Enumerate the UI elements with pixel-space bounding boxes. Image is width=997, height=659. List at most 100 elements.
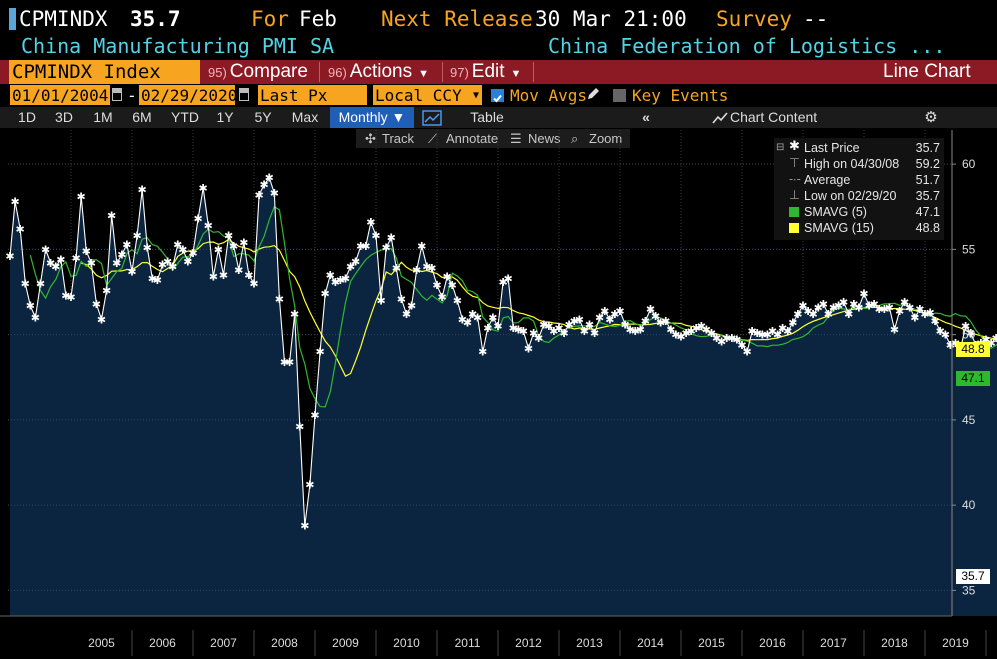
last-value-flag: 35.7 [956,569,990,584]
data-point-marker: ✱ [559,327,568,340]
period-3d[interactable]: 3D [55,109,73,125]
compare-number: 95) [208,65,227,80]
x-tick-label: 2009 [332,636,359,650]
y-tick-label: 55 [962,242,976,256]
data-point-marker: ✱ [641,315,650,328]
data-point-marker: ✱ [615,305,624,318]
data-point-marker: ✱ [97,313,106,326]
gear-icon[interactable]: ⚙ [924,109,938,126]
table-button[interactable]: Table [470,109,504,125]
data-point-marker: ✱ [463,317,472,330]
data-point-marker: ✱ [717,335,726,348]
period-1y[interactable]: 1Y [216,109,234,125]
data-point-marker: ✱ [199,182,208,195]
toolbar-divider [533,62,534,82]
data-point-marker: ✱ [514,324,523,337]
data-point-marker: ✱ [671,329,680,342]
pencil-icon[interactable] [585,86,600,107]
calendar-icon[interactable] [112,88,122,101]
legend-value: 51.7 [915,173,940,187]
frequency-select[interactable]: Monthly ▼ [330,107,414,128]
data-point-marker: ✱ [737,339,746,352]
data-point-marker: ✱ [925,306,934,319]
price-chart[interactable]: ✱✱✱✱✱✱✱✱✱✱✱✱✱✱✱✱✱✱✱✱✱✱✱✱✱✱✱✱✱✱✱✱✱✱✱✱✱✱✱✱… [0,128,997,659]
track-button[interactable]: Track [382,131,415,146]
data-point-marker: ✱ [661,315,670,328]
data-point-marker: ✱ [920,308,929,321]
data-point-marker: ✱ [473,312,482,325]
chart-type-label[interactable]: Line Chart [883,61,971,82]
currency-select[interactable]: Local CCY ▼ [373,85,482,105]
data-point-marker: ✱ [376,295,385,308]
data-point-marker: ✱ [732,334,741,347]
next-release-label: Next Release [381,7,533,31]
data-point-marker: ✱ [127,266,136,279]
line-chart-icon[interactable] [418,107,446,128]
x-tick-label: 2016 [759,636,786,650]
period-max[interactable]: Max [291,109,319,125]
security-field[interactable]: CPMINDX Index [9,60,200,84]
zoom-button[interactable]: Zoom [589,131,623,146]
high-marker-icon: ⊤ [789,156,800,170]
data-point-marker: ✱ [819,298,828,311]
calendar-icon[interactable] [239,88,249,101]
data-point-marker: ✱ [880,303,889,316]
data-point-marker: ✱ [326,269,335,282]
period-5y[interactable]: 5Y [254,109,272,125]
data-point-marker: ✱ [10,196,19,209]
key-events-checkbox[interactable] [613,89,626,102]
collapse-left-icon[interactable]: « [642,109,650,125]
end-date-input[interactable]: 02/29/2020 [139,85,238,105]
data-point-marker: ✱ [844,308,853,321]
data-point-marker: ✱ [290,308,299,321]
data-point-marker: ✱ [87,257,96,270]
legend-label: SMAVG (5) [804,205,867,219]
zoom-icon: ⌕ [571,131,579,146]
mov-avgs-checkbox[interactable] [491,89,504,103]
data-point-marker: ✱ [270,187,279,200]
data-point-marker: ✱ [905,301,914,314]
data-point-marker: ✱ [748,325,757,338]
data-point-marker: ✱ [864,300,873,313]
data-point-marker: ✱ [778,322,787,335]
data-point-marker: ✱ [626,324,635,337]
period-1d[interactable]: 1D [18,109,36,125]
data-point-marker: ✱ [620,318,629,331]
chevron-down-icon: ▼ [418,68,429,80]
data-point-marker: ✱ [681,327,690,340]
chart-content-button[interactable]: Chart Content [730,109,818,125]
period-6m[interactable]: 6M [132,109,152,125]
news-button[interactable]: News [528,131,561,146]
data-point-marker: ✱ [285,356,294,369]
data-point-marker: ✱ [666,324,675,337]
data-point-marker: ✱ [859,288,868,301]
ticker: CPMINDX [19,7,108,31]
data-point-marker: ✱ [910,312,919,325]
data-point-marker: ✱ [346,260,355,273]
x-tick-label: 2005 [88,636,115,650]
collapse-icon[interactable]: ⊟ [776,142,785,153]
compare-button[interactable]: 95) Compare [208,60,308,84]
news-icon: ☰ [510,131,522,146]
data-point-marker: ✱ [453,295,462,308]
data-point-marker: ✱ [458,313,467,326]
for-label: For [251,7,289,31]
period-ytd[interactable]: YTD [171,109,199,125]
mov-avgs-label: Mov Avgs [510,86,588,105]
field-select[interactable]: Last Px [258,85,367,105]
data-point-marker: ✱ [895,305,904,318]
data-point-marker: ✱ [488,312,497,325]
period-1m[interactable]: 1M [93,109,113,125]
data-point-marker: ✱ [544,320,553,333]
data-point-marker: ✱ [402,308,411,321]
start-date-input[interactable]: 01/01/2004 [10,85,110,105]
command-cursor [9,8,16,30]
chart-content-icon[interactable] [710,107,730,128]
price-area [10,177,997,616]
data-point-marker: ✱ [763,329,772,342]
data-point-marker: ✱ [417,240,426,253]
data-point-marker: ✱ [148,272,157,285]
annotate-button[interactable]: Annotate [446,131,499,146]
actions-menu[interactable]: 96) Actions ▼ [328,60,429,84]
edit-menu[interactable]: 97) Edit ▼ [450,60,521,84]
